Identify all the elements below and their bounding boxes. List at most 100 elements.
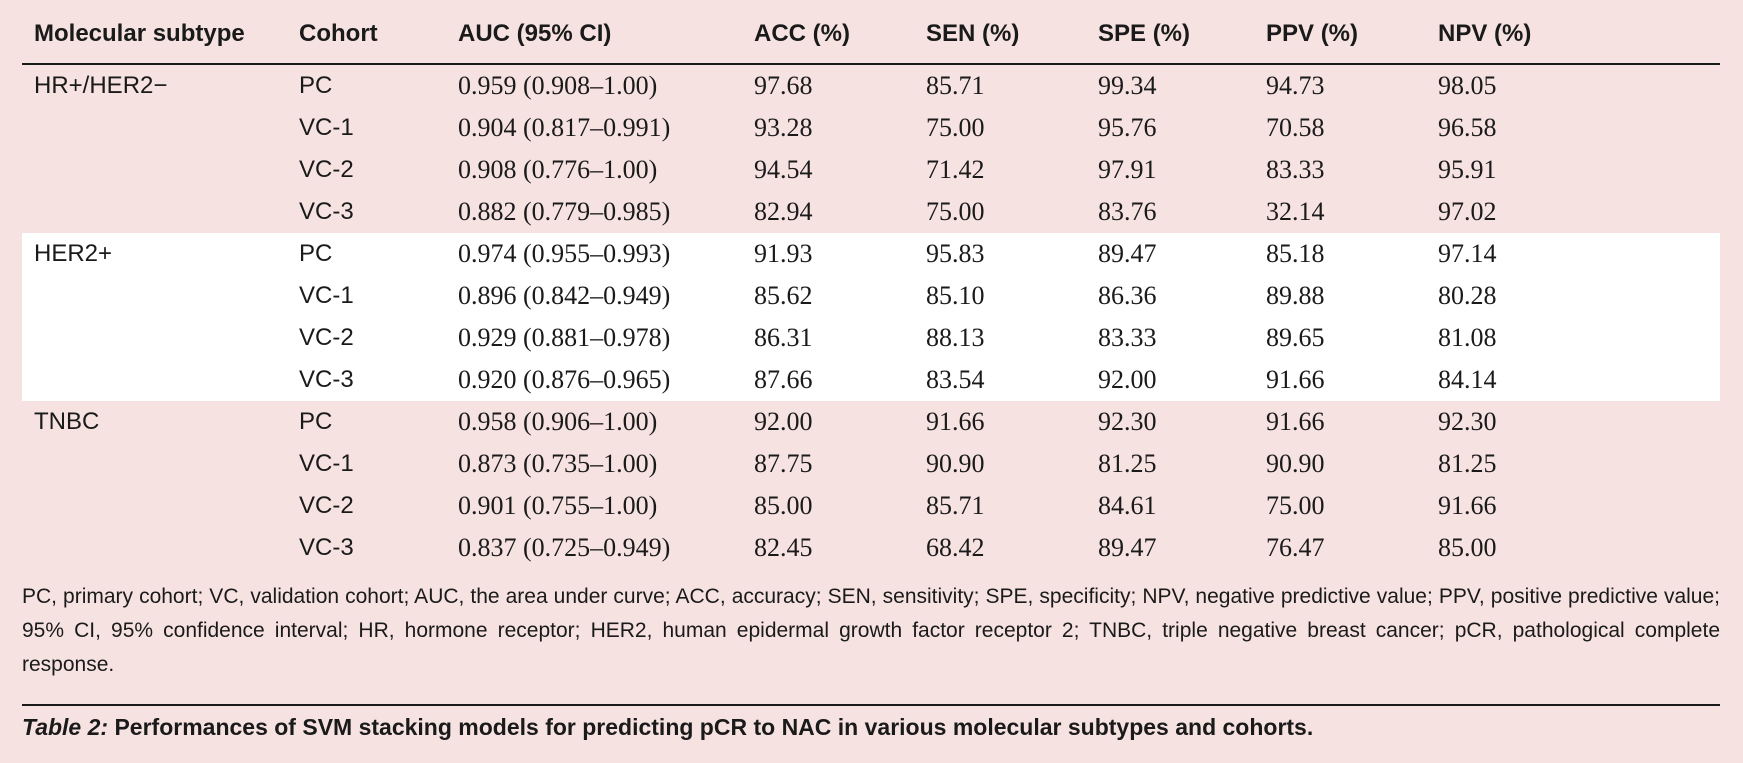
npv-cell: 80.28 [1438, 281, 1497, 310]
caption-label: Table 2: [22, 714, 109, 740]
auc-cell: 0.896 (0.842–0.949) [458, 281, 671, 310]
table-row: VC-2 0.901 (0.755–1.00) 85.00 85.71 84.6… [22, 485, 1720, 527]
subtype-label: HR+/HER2− [34, 72, 168, 99]
sen-cell: 90.90 [926, 449, 985, 478]
table-row: VC-3 0.837 (0.725–0.949) 82.45 68.42 89.… [22, 527, 1720, 569]
auc-cell: 0.959 (0.908–1.00) [458, 71, 658, 100]
spe-cell: 84.61 [1098, 491, 1157, 520]
table-footnote: PC, primary cohort; VC, validation cohor… [22, 585, 1720, 676]
acc-cell: 86.31 [754, 323, 813, 352]
sen-cell: 85.10 [926, 281, 985, 310]
subtype-empty [22, 443, 299, 485]
npv-cell: 91.66 [1438, 491, 1497, 520]
header-sen: SEN (%) [926, 0, 1098, 65]
cohort-cell: VC-3 [299, 198, 354, 225]
npv-cell: 81.25 [1438, 449, 1497, 478]
cohort-cell: VC-3 [299, 366, 354, 393]
spe-cell: 83.33 [1098, 323, 1157, 352]
table-row: HER2+ PC 0.974 (0.955–0.993) 91.93 95.83… [22, 233, 1720, 275]
npv-cell: 96.58 [1438, 113, 1497, 142]
subtype-empty [22, 191, 299, 233]
auc-cell: 0.908 (0.776–1.00) [458, 155, 658, 184]
table-container: Molecular subtype Cohort AUC (95% CI) AC… [22, 0, 1720, 569]
cohort-cell: VC-1 [299, 114, 354, 141]
auc-cell: 0.920 (0.876–0.965) [458, 365, 671, 394]
group-tnbc: TNBC PC 0.958 (0.906–1.00) 92.00 91.66 9… [22, 401, 1720, 569]
ppv-cell: 76.47 [1266, 533, 1325, 562]
acc-cell: 92.00 [754, 407, 813, 436]
subtype-empty [22, 275, 299, 317]
sen-cell: 75.00 [926, 197, 985, 226]
subtype-empty [22, 485, 299, 527]
acc-cell: 94.54 [754, 155, 813, 184]
sen-cell: 88.13 [926, 323, 985, 352]
npv-cell: 95.91 [1438, 155, 1497, 184]
spe-cell: 81.25 [1098, 449, 1157, 478]
auc-cell: 0.837 (0.725–0.949) [458, 533, 671, 562]
group-hr-her2-negative: HR+/HER2− PC 0.959 (0.908–1.00) 97.68 85… [22, 64, 1720, 233]
sen-cell: 85.71 [926, 491, 985, 520]
auc-cell: 0.901 (0.755–1.00) [458, 491, 658, 520]
npv-cell: 81.08 [1438, 323, 1497, 352]
acc-cell: 91.93 [754, 239, 813, 268]
header-ppv: PPV (%) [1266, 0, 1438, 65]
acc-cell: 82.45 [754, 533, 813, 562]
header-spe: SPE (%) [1098, 0, 1266, 65]
auc-cell: 0.974 (0.955–0.993) [458, 239, 671, 268]
subtype-empty [22, 527, 299, 569]
ppv-cell: 89.65 [1266, 323, 1325, 352]
spe-cell: 86.36 [1098, 281, 1157, 310]
auc-cell: 0.929 (0.881–0.978) [458, 323, 671, 352]
group-her2-positive: HER2+ PC 0.974 (0.955–0.993) 91.93 95.83… [22, 233, 1720, 401]
header-npv: NPV (%) [1438, 0, 1720, 65]
spe-cell: 89.47 [1098, 533, 1157, 562]
table-row: VC-1 0.873 (0.735–1.00) 87.75 90.90 81.2… [22, 443, 1720, 485]
acc-cell: 97.68 [754, 71, 813, 100]
ppv-cell: 32.14 [1266, 197, 1325, 226]
caption-divider [22, 704, 1720, 706]
header-row: Molecular subtype Cohort AUC (95% CI) AC… [22, 0, 1720, 65]
table-row: VC-1 0.904 (0.817–0.991) 93.28 75.00 95.… [22, 107, 1720, 149]
cohort-cell: VC-1 [299, 282, 354, 309]
header-cohort: Cohort [299, 0, 458, 65]
sen-cell: 68.42 [926, 533, 985, 562]
subtype-empty [22, 149, 299, 191]
table-row: VC-3 0.882 (0.779–0.985) 82.94 75.00 83.… [22, 191, 1720, 233]
table-caption: Table 2: Performances of SVM stacking mo… [22, 714, 1720, 741]
subtype-empty [22, 359, 299, 401]
sen-cell: 91.66 [926, 407, 985, 436]
subtype-label: TNBC [34, 408, 100, 435]
acc-cell: 85.62 [754, 281, 813, 310]
spe-cell: 99.34 [1098, 71, 1157, 100]
ppv-cell: 91.66 [1266, 407, 1325, 436]
spe-cell: 95.76 [1098, 113, 1157, 142]
table-row: VC-3 0.920 (0.876–0.965) 87.66 83.54 92.… [22, 359, 1720, 401]
table-row: VC-1 0.896 (0.842–0.949) 85.62 85.10 86.… [22, 275, 1720, 317]
cohort-cell: PC [299, 408, 333, 435]
table-row: VC-2 0.929 (0.881–0.978) 86.31 88.13 83.… [22, 317, 1720, 359]
acc-cell: 93.28 [754, 113, 813, 142]
sen-cell: 71.42 [926, 155, 985, 184]
acc-cell: 85.00 [754, 491, 813, 520]
sen-cell: 83.54 [926, 365, 985, 394]
subtype-label: HER2+ [34, 240, 113, 267]
cohort-cell: VC-2 [299, 156, 354, 183]
ppv-cell: 75.00 [1266, 491, 1325, 520]
ppv-cell: 91.66 [1266, 365, 1325, 394]
cohort-cell: VC-2 [299, 492, 354, 519]
ppv-cell: 83.33 [1266, 155, 1325, 184]
cohort-cell: VC-3 [299, 534, 354, 561]
header-auc: AUC (95% CI) [458, 0, 754, 65]
ppv-cell: 90.90 [1266, 449, 1325, 478]
spe-cell: 83.76 [1098, 197, 1157, 226]
table-row: VC-2 0.908 (0.776–1.00) 94.54 71.42 97.9… [22, 149, 1720, 191]
spe-cell: 92.30 [1098, 407, 1157, 436]
npv-cell: 84.14 [1438, 365, 1497, 394]
ppv-cell: 94.73 [1266, 71, 1325, 100]
auc-cell: 0.958 (0.906–1.00) [458, 407, 658, 436]
spe-cell: 92.00 [1098, 365, 1157, 394]
cohort-cell: PC [299, 240, 333, 267]
table-row: TNBC PC 0.958 (0.906–1.00) 92.00 91.66 9… [22, 401, 1720, 443]
spe-cell: 89.47 [1098, 239, 1157, 268]
npv-cell: 92.30 [1438, 407, 1497, 436]
